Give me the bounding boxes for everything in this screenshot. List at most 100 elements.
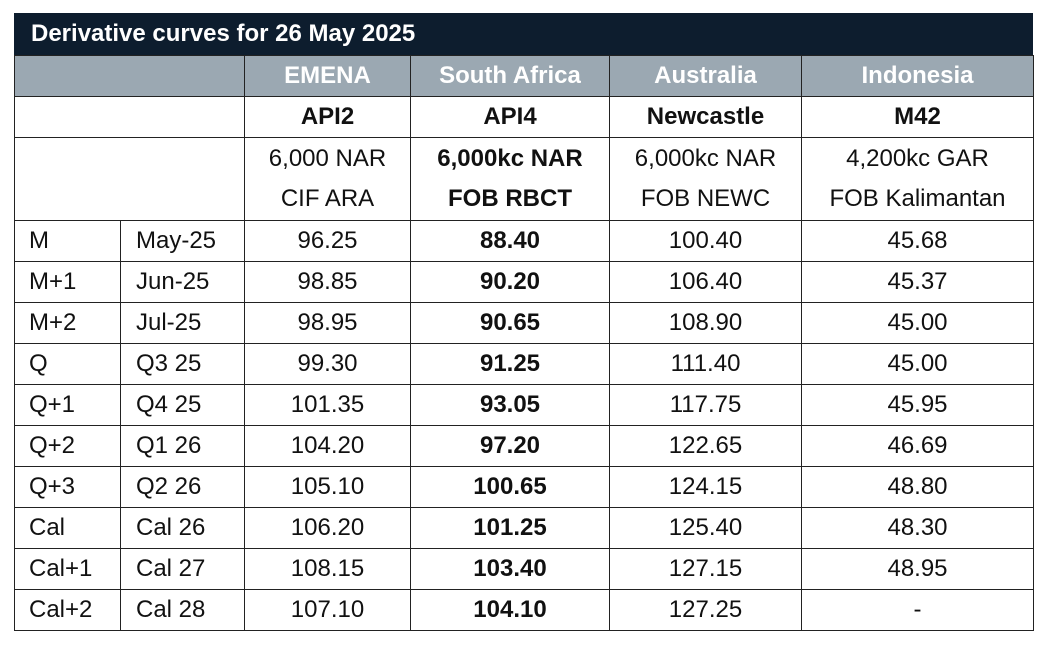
row-period-cell: Q2 26: [120, 466, 245, 508]
row-newcastle-price-cell: 127.15: [609, 548, 802, 590]
row-code-cell: M: [14, 220, 121, 262]
table-row: Cal+1 Cal 27 108.15 103.40 127.15 48.95: [14, 548, 1034, 590]
row-code-cell: Q+3: [14, 466, 121, 508]
row-code-cell: Q+2: [14, 425, 121, 467]
row-api4-price-cell: 104.10: [410, 589, 610, 631]
row-api2-price-cell: 107.10: [244, 589, 411, 631]
row-period-cell: Jun-25: [120, 261, 245, 303]
row-code-cell: M+2: [14, 302, 121, 344]
spec-newcastle-line2: FOB NEWC: [640, 185, 771, 212]
index-header-api4: API4: [410, 96, 610, 138]
spec-header-blank: [14, 137, 245, 221]
row-api4-price-cell: 90.20: [410, 261, 610, 303]
row-period-cell: Cal 28: [120, 589, 245, 631]
row-api2-price-cell: 98.95: [244, 302, 411, 344]
row-api4-price-cell: 93.05: [410, 384, 610, 426]
spec-api4-line1: 6,000kc NAR: [437, 145, 583, 172]
row-m42-price-cell: 48.30: [801, 507, 1034, 549]
row-period-cell: Q4 25: [120, 384, 245, 426]
row-code-cell: Q: [14, 343, 121, 385]
region-header-blank: [14, 55, 245, 97]
row-api4-price-cell: 101.25: [410, 507, 610, 549]
row-api2-price-cell: 99.30: [244, 343, 411, 385]
table-row: Q+2 Q1 26 104.20 97.20 122.65 46.69: [14, 425, 1034, 467]
table-body: EMENA South Africa Australia Indonesia A…: [14, 55, 1034, 631]
row-code-cell: Cal+1: [14, 548, 121, 590]
spec-m42-line2: FOB Kalimantan: [829, 185, 1006, 212]
row-code-cell: Cal: [14, 507, 121, 549]
spec-header-m42: 4,200kc GAR FOB Kalimantan: [801, 137, 1034, 221]
table-row: Cal+2 Cal 28 107.10 104.10 127.25-: [14, 589, 1034, 631]
row-newcastle-price-cell: 125.40: [609, 507, 802, 549]
region-header-south-africa: South Africa: [410, 55, 610, 97]
row-period-cell: Cal 26: [120, 507, 245, 549]
derivative-curves-table-container: Derivative curves for 26 May 2025 EMENA …: [14, 13, 1034, 631]
row-m42-price-cell: 45.68: [801, 220, 1034, 262]
row-api4-price-cell: 97.20: [410, 425, 610, 467]
row-period-cell: May-25: [120, 220, 245, 262]
table-row: Q+1 Q4 25 101.35 93.05 117.75 45.95: [14, 384, 1034, 426]
derivative-curves-table: EMENA South Africa Australia Indonesia A…: [14, 55, 1034, 631]
row-period-cell: Cal 27: [120, 548, 245, 590]
index-header-newcastle: Newcastle: [609, 96, 802, 138]
row-newcastle-price-cell: 127.25: [609, 589, 802, 631]
spec-api2-line1: 6,000 NAR: [268, 145, 387, 172]
region-header-australia: Australia: [609, 55, 802, 97]
row-newcastle-price-cell: 100.40: [609, 220, 802, 262]
row-api4-price-cell: 103.40: [410, 548, 610, 590]
row-newcastle-price-cell: 124.15: [609, 466, 802, 508]
row-m42-price-cell: -: [801, 589, 1034, 631]
row-newcastle-price-cell: 122.65: [609, 425, 802, 467]
table-row: Q Q3 25 99.30 91.25 111.40 45.00: [14, 343, 1034, 385]
table-row: Q+3 Q2 26 105.10 100.65 124.15 48.80: [14, 466, 1034, 508]
spec-header-newcastle: 6,000kc NAR FOB NEWC: [609, 137, 802, 221]
spec-newcastle-line1: 6,000kc NAR: [634, 145, 777, 172]
row-code-cell: M+1: [14, 261, 121, 303]
row-m42-price-cell: 45.00: [801, 302, 1034, 344]
spec-header-api2: 6,000 NAR CIF ARA: [244, 137, 411, 221]
row-newcastle-price-cell: 106.40: [609, 261, 802, 303]
row-api4-price-cell: 91.25: [410, 343, 610, 385]
index-header-api2: API2: [244, 96, 411, 138]
table-row: M May-25 96.25 88.40 100.40 45.68: [14, 220, 1034, 262]
row-m42-price-cell: 45.95: [801, 384, 1034, 426]
region-header-emena: EMENA: [244, 55, 411, 97]
row-api2-price-cell: 101.35: [244, 384, 411, 426]
region-header-row: EMENA South Africa Australia Indonesia: [14, 55, 1034, 97]
row-api2-price-cell: 98.85: [244, 261, 411, 303]
row-m42-price-cell: 46.69: [801, 425, 1034, 467]
row-newcastle-price-cell: 111.40: [609, 343, 802, 385]
spec-api2-line2: CIF ARA: [280, 185, 375, 212]
table-row: M+1 Jun-25 98.85 90.20 106.40 45.37: [14, 261, 1034, 303]
row-api2-price-cell: 96.25: [244, 220, 411, 262]
row-code-cell: Q+1: [14, 384, 121, 426]
table-row: M+2 Jul-25 98.95 90.65 108.90 45.00: [14, 302, 1034, 344]
row-api2-price-cell: 104.20: [244, 425, 411, 467]
index-header-m42: M42: [801, 96, 1034, 138]
row-api2-price-cell: 106.20: [244, 507, 411, 549]
row-api2-price-cell: 105.10: [244, 466, 411, 508]
table-title: Derivative curves for 26 May 2025: [14, 13, 1033, 55]
row-period-cell: Q1 26: [120, 425, 245, 467]
index-header-row: API2 API4 Newcastle M42: [14, 96, 1034, 138]
row-m42-price-cell: 48.80: [801, 466, 1034, 508]
row-api4-price-cell: 90.65: [410, 302, 610, 344]
row-api4-price-cell: 88.40: [410, 220, 610, 262]
spec-api4-line2: FOB RBCT: [448, 185, 572, 212]
row-m42-price-cell: 45.37: [801, 261, 1034, 303]
row-period-cell: Jul-25: [120, 302, 245, 344]
index-header-blank: [14, 96, 245, 138]
row-code-cell: Cal+2: [14, 589, 121, 631]
row-api2-price-cell: 108.15: [244, 548, 411, 590]
row-period-cell: Q3 25: [120, 343, 245, 385]
row-newcastle-price-cell: 117.75: [609, 384, 802, 426]
row-api4-price-cell: 100.65: [410, 466, 610, 508]
region-header-indonesia: Indonesia: [801, 55, 1034, 97]
row-newcastle-price-cell: 108.90: [609, 302, 802, 344]
row-m42-price-cell: 48.95: [801, 548, 1034, 590]
spec-header-row: 6,000 NAR CIF ARA 6,000kc NAR FOB RBCT 6…: [14, 137, 1034, 221]
spec-m42-line1: 4,200kc GAR: [846, 145, 989, 172]
spec-header-api4: 6,000kc NAR FOB RBCT: [410, 137, 610, 221]
table-row: Cal Cal 26 106.20 101.25 125.40 48.30: [14, 507, 1034, 549]
row-m42-price-cell: 45.00: [801, 343, 1034, 385]
